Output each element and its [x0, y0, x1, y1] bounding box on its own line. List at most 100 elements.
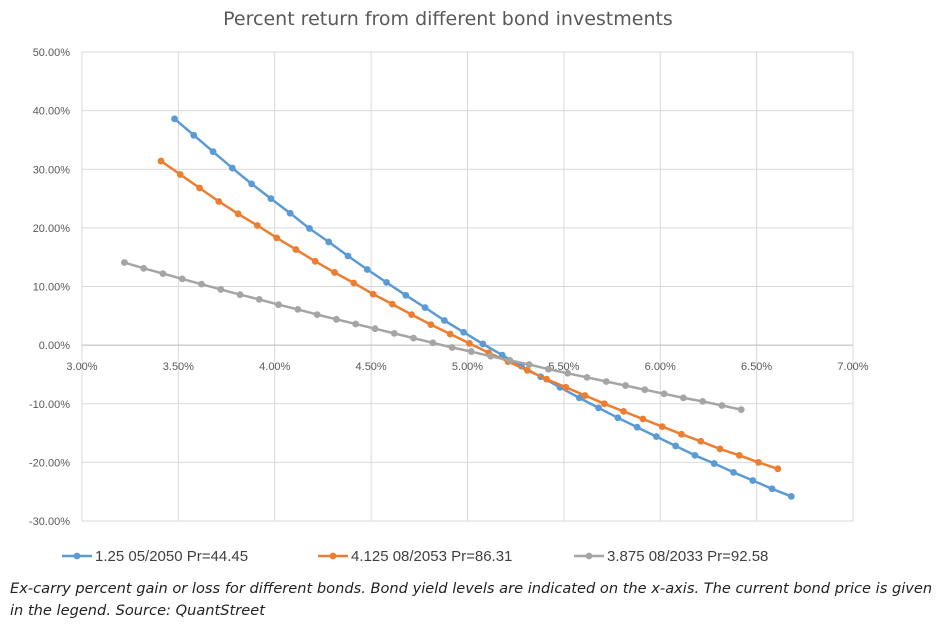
chart-title: Percent return from different bond inves… — [223, 8, 673, 30]
series-1 — [171, 115, 795, 500]
data-point — [331, 269, 338, 276]
data-point — [311, 257, 319, 265]
data-point — [176, 171, 184, 178]
data-point — [737, 406, 745, 414]
data-point — [679, 394, 687, 402]
data-point — [306, 225, 313, 232]
legend: 1.25 05/2050 Pr=44.45 4.125 08/2053 Pr=86… — [62, 548, 768, 565]
data-point — [506, 356, 514, 364]
legend-swatch-marker — [585, 552, 593, 560]
y-tick-label: 30.00% — [33, 164, 71, 176]
data-point — [383, 278, 390, 286]
data-point — [217, 286, 225, 293]
series-line — [124, 261, 742, 411]
data-point — [352, 320, 360, 328]
data-point — [254, 222, 261, 229]
data-point — [190, 131, 198, 139]
data-point — [595, 404, 602, 412]
data-point — [691, 451, 699, 459]
data-point — [460, 328, 468, 336]
line-chart: Percent return from different bond inves… — [29, 8, 869, 565]
data-point — [371, 325, 379, 333]
legend-label: 1.25 05/2050 Pr=44.45 — [95, 548, 248, 565]
data-point — [730, 468, 737, 476]
data-point — [388, 300, 396, 308]
data-point — [543, 375, 550, 383]
data-point — [178, 275, 186, 283]
legend-label: 3.875 08/2033 Pr=92.58 — [607, 548, 768, 565]
y-tick-label: 40.00% — [33, 106, 71, 118]
data-point — [157, 157, 165, 165]
data-point — [440, 317, 448, 324]
x-tick-label: 6.50% — [741, 361, 772, 373]
data-point — [159, 270, 167, 278]
data-point — [267, 195, 275, 202]
data-point — [755, 458, 762, 466]
legend-item-1: 1.25 05/2050 Pr=44.45 — [62, 548, 248, 565]
data-point — [228, 164, 236, 172]
data-point — [171, 115, 178, 123]
data-point — [248, 180, 256, 188]
figure-caption: Ex-carry percent gain or loss for differ… — [10, 580, 933, 619]
data-point — [313, 311, 321, 319]
data-point — [421, 304, 429, 312]
data-point — [275, 301, 283, 309]
data-point — [408, 311, 416, 319]
data-point — [344, 252, 352, 260]
x-tick-label: 6.00% — [645, 361, 676, 373]
data-point — [479, 340, 487, 348]
data-point — [369, 290, 377, 298]
series-layer — [121, 115, 795, 500]
data-point — [429, 339, 437, 347]
chart-area: Percent return from different bond inves… — [29, 8, 869, 565]
data-point — [255, 295, 263, 303]
data-point — [575, 394, 583, 402]
data-point — [672, 442, 680, 450]
data-point — [768, 485, 776, 493]
data-point — [363, 266, 371, 273]
data-point — [710, 460, 718, 467]
x-tick-label: 4.50% — [356, 361, 387, 373]
data-point — [562, 383, 570, 391]
data-point — [774, 465, 782, 473]
data-point — [466, 339, 473, 347]
data-point — [787, 492, 795, 500]
legend-swatch-marker — [329, 552, 337, 560]
y-tick-label: -20.00% — [29, 457, 70, 469]
data-point — [545, 365, 552, 373]
data-point — [198, 280, 205, 288]
data-point — [446, 330, 454, 338]
data-point — [286, 209, 294, 217]
y-tick-label: 50.00% — [33, 47, 71, 59]
grid — [81, 51, 854, 522]
data-point — [467, 348, 475, 355]
data-point — [735, 451, 743, 459]
data-point — [410, 334, 417, 342]
data-point — [333, 315, 340, 323]
data-point — [633, 423, 641, 431]
legend-item-2: 4.125 08/2053 Pr=86.31 — [318, 548, 512, 565]
data-point — [602, 378, 610, 385]
x-tick-label: 7.00% — [837, 361, 868, 373]
data-point — [600, 400, 608, 408]
x-tick-label: 3.50% — [163, 361, 194, 373]
data-point — [678, 430, 685, 438]
data-point — [121, 259, 128, 266]
x-tick-label: 4.00% — [259, 361, 290, 373]
data-point — [622, 382, 629, 389]
data-point — [718, 402, 726, 409]
y-tick-label: 10.00% — [33, 282, 71, 294]
data-point — [402, 291, 410, 299]
x-tick-label: 3.00% — [66, 361, 97, 373]
series-3 — [121, 259, 745, 414]
data-point — [564, 369, 572, 377]
data-point — [448, 344, 456, 351]
legend-label: 4.125 08/2053 Pr=86.31 — [351, 548, 512, 565]
data-point — [140, 264, 148, 272]
data-point — [325, 238, 333, 246]
x-tick-label: 5.00% — [452, 361, 483, 373]
data-point — [716, 445, 724, 453]
data-point — [234, 210, 242, 218]
data-point — [294, 305, 302, 313]
data-point — [390, 330, 398, 337]
